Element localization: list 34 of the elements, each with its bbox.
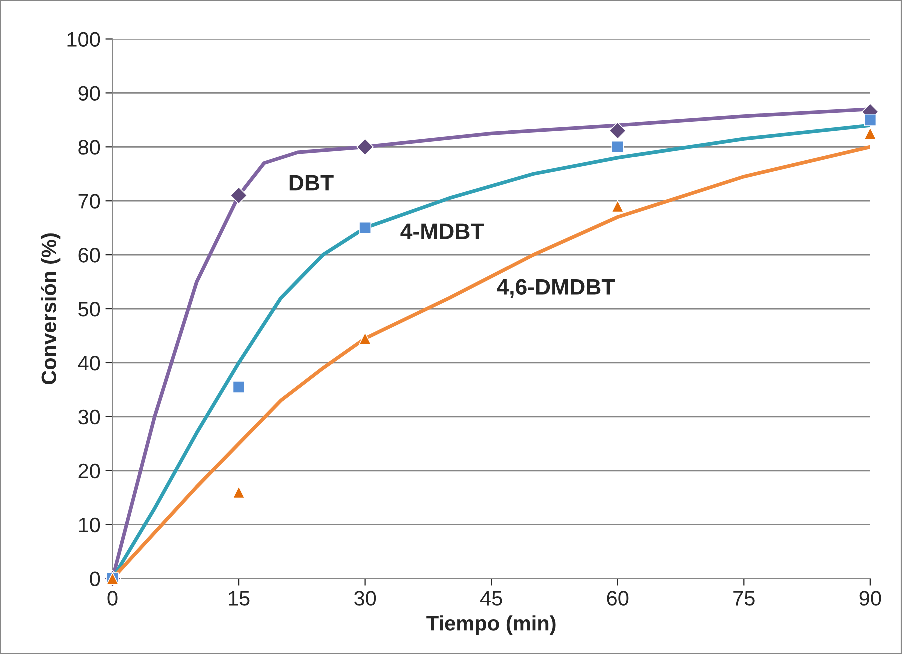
x-tick-label: 60 [607,591,629,606]
y-tick-label: 0 [90,572,100,587]
y-tick-label: 80 [78,140,100,155]
y-tick-label: 40 [78,356,100,371]
y-tick-label: 70 [78,194,100,209]
point [356,138,374,156]
x-axis-title: Tiempo (min) [426,616,556,635]
y-tick-label: 50 [78,302,100,317]
y-tick-label: 10 [79,518,100,533]
x-tick-label: 0 [108,591,118,606]
point [864,127,877,140]
x-tick-label: 90 [860,591,882,606]
point [612,200,624,213]
point [232,381,246,394]
y-axis-title: Conversión (%) [41,234,61,385]
point [359,332,372,345]
y-tick-label: 20 [78,464,100,479]
y-tick-label: 90 [78,86,100,101]
point [232,486,246,499]
annotation: 4-MDBT [400,224,484,240]
x-tick-label: 15 [229,591,250,606]
x-tick-label: 30 [354,591,376,606]
point [359,222,372,234]
x-tick-label: 45 [480,591,502,606]
point [612,140,624,154]
y-tick-label: 30 [78,410,100,425]
y-tick-label: 60 [78,248,100,263]
point [609,122,627,140]
y-tick-label: 100 [68,32,100,47]
point [864,114,877,126]
annotation: 4,6-DMDBT [497,279,616,298]
point [230,187,248,204]
annotation: DBT [290,175,334,191]
x-tick-label: 75 [734,591,755,606]
